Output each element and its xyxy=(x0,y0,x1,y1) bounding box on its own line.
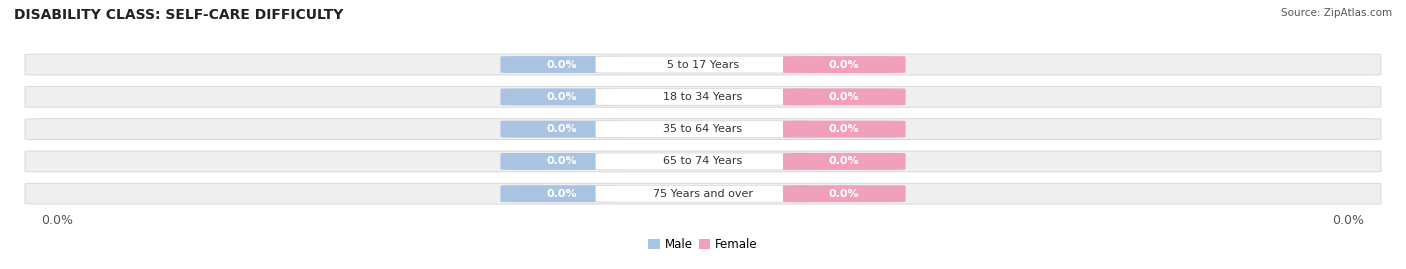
FancyBboxPatch shape xyxy=(596,121,810,137)
Text: 0.0%: 0.0% xyxy=(830,124,859,134)
FancyBboxPatch shape xyxy=(501,89,623,105)
FancyBboxPatch shape xyxy=(783,56,905,73)
Text: 0.0%: 0.0% xyxy=(547,156,576,167)
Text: 18 to 34 Years: 18 to 34 Years xyxy=(664,92,742,102)
Text: 35 to 64 Years: 35 to 64 Years xyxy=(664,124,742,134)
Text: 0.0%: 0.0% xyxy=(42,214,73,227)
Text: 0.0%: 0.0% xyxy=(547,124,576,134)
FancyBboxPatch shape xyxy=(596,153,810,170)
FancyBboxPatch shape xyxy=(783,121,905,137)
FancyBboxPatch shape xyxy=(501,121,623,137)
FancyBboxPatch shape xyxy=(25,54,1381,75)
FancyBboxPatch shape xyxy=(596,89,810,105)
FancyBboxPatch shape xyxy=(25,183,1381,204)
FancyBboxPatch shape xyxy=(596,185,810,202)
Text: 0.0%: 0.0% xyxy=(830,92,859,102)
Text: 65 to 74 Years: 65 to 74 Years xyxy=(664,156,742,167)
Text: 0.0%: 0.0% xyxy=(547,189,576,199)
FancyBboxPatch shape xyxy=(25,86,1381,107)
Text: 0.0%: 0.0% xyxy=(830,189,859,199)
FancyBboxPatch shape xyxy=(501,56,623,73)
FancyBboxPatch shape xyxy=(501,185,623,202)
FancyBboxPatch shape xyxy=(25,151,1381,172)
Text: 0.0%: 0.0% xyxy=(830,59,859,70)
Text: Source: ZipAtlas.com: Source: ZipAtlas.com xyxy=(1281,8,1392,18)
FancyBboxPatch shape xyxy=(783,153,905,170)
FancyBboxPatch shape xyxy=(596,56,810,73)
Text: 0.0%: 0.0% xyxy=(547,59,576,70)
FancyBboxPatch shape xyxy=(783,89,905,105)
Text: 75 Years and over: 75 Years and over xyxy=(652,189,754,199)
Legend: Male, Female: Male, Female xyxy=(644,233,762,256)
Text: 5 to 17 Years: 5 to 17 Years xyxy=(666,59,740,70)
Text: 0.0%: 0.0% xyxy=(1333,214,1364,227)
FancyBboxPatch shape xyxy=(501,153,623,170)
Text: 0.0%: 0.0% xyxy=(830,156,859,167)
FancyBboxPatch shape xyxy=(25,119,1381,140)
FancyBboxPatch shape xyxy=(783,185,905,202)
Text: DISABILITY CLASS: SELF-CARE DIFFICULTY: DISABILITY CLASS: SELF-CARE DIFFICULTY xyxy=(14,8,343,22)
Text: 0.0%: 0.0% xyxy=(547,92,576,102)
